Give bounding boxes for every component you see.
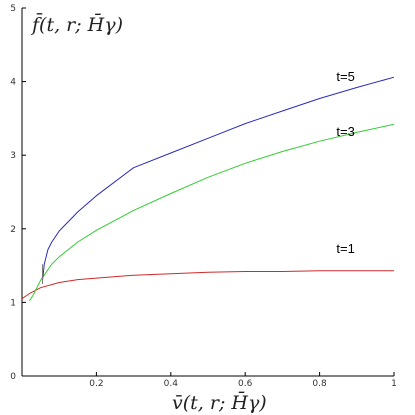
series-label: t=5 — [336, 69, 354, 84]
y-axis-title: f̄(t, r; H̄γ) — [30, 12, 123, 36]
x-tick-label: 0.4 — [164, 379, 179, 389]
x-tick-label: 0.8 — [312, 379, 327, 389]
ticks-group: 0 1 2 3 4 5 0.2 0.4 0.6 0.8 1 — [10, 4, 397, 389]
series-label: t=1 — [336, 241, 354, 256]
series-line-t3 — [28, 123, 395, 302]
y-tick-label: 5 — [10, 4, 16, 14]
y-tick-label: 4 — [10, 78, 16, 88]
series-group — [21, 76, 395, 302]
series-label: t=3 — [336, 124, 354, 139]
x-axis-title: v̄(t, r; H̄γ) — [172, 391, 267, 414]
x-tick-label: 0.6 — [238, 379, 253, 389]
x-tick-label: 1 — [391, 379, 397, 389]
series-line-t5 — [42, 76, 395, 281]
y-tick-label: 2 — [10, 225, 16, 235]
series-line-t1 — [21, 270, 394, 300]
x-tick-label: 0.2 — [89, 379, 103, 389]
y-tick-label: 3 — [10, 151, 16, 161]
y-tick-label: 0 — [10, 372, 16, 382]
y-tick-label: 1 — [10, 298, 16, 308]
series-labels-group: t=5 t=3 t=1 — [336, 69, 354, 256]
